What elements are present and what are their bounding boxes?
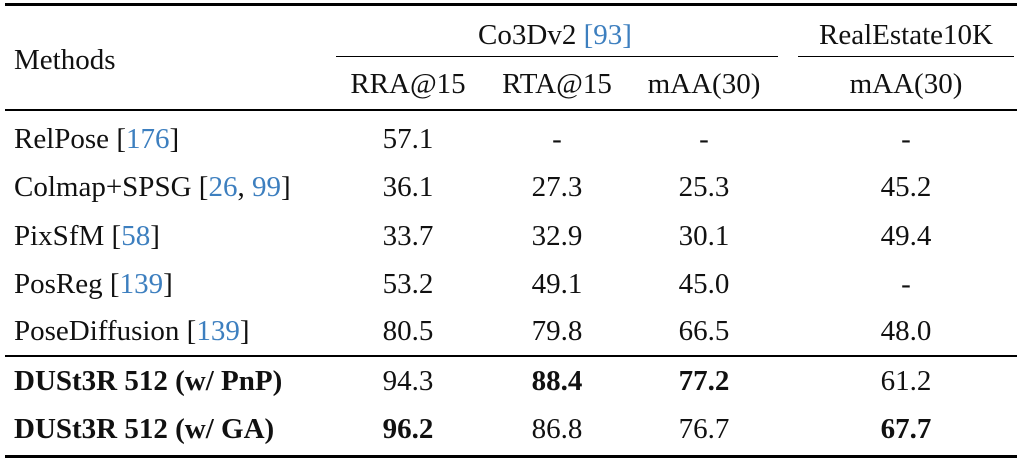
metric-cell: -	[552, 123, 562, 155]
metric-cell: 86.8	[531, 413, 583, 445]
header-rule	[5, 109, 1017, 111]
metric-cell: -	[901, 123, 911, 155]
co3dv2-header: Co3Dv2 [93]	[478, 18, 632, 52]
method-label: PoseDiffusion	[14, 315, 180, 347]
maa30-realestate-header: mAA(30)	[849, 68, 963, 100]
metric-cell: 30.1	[678, 220, 730, 252]
citation: [26, 99]	[198, 171, 291, 203]
metric-cell: 57.1	[382, 123, 434, 155]
metric-cell: 49.4	[880, 220, 932, 252]
citation-link[interactable]: 176	[125, 123, 170, 155]
method-label: DUSt3R 512 (w/ PnP)	[14, 365, 283, 397]
bottom-rule	[5, 455, 1017, 458]
method-name: PixSfM [58]	[14, 219, 160, 253]
realestate10k-header: RealEstate10K	[819, 19, 993, 51]
metric-cell: 45.0	[678, 268, 730, 300]
method-name: Colmap+SPSG [26, 99]	[14, 170, 291, 204]
method-name: RelPose [176]	[14, 122, 179, 156]
metric-cell: 76.7	[678, 413, 730, 445]
citation: [139]	[109, 268, 173, 300]
rta15-header: RTA@15	[502, 68, 612, 100]
metric-cell: 53.2	[382, 268, 434, 300]
metric-cell: -	[699, 123, 709, 155]
citation-link[interactable]: 139	[119, 268, 164, 300]
top-rule	[5, 3, 1017, 6]
maa30-co3d-header: mAA(30)	[647, 68, 761, 100]
citation-link[interactable]: 99	[251, 171, 281, 203]
metric-cell: 27.3	[531, 171, 583, 203]
method-label: RelPose	[14, 123, 110, 155]
citation-link[interactable]: 26	[208, 171, 238, 203]
rra15-header: RRA@15	[350, 68, 466, 100]
metric-cell: 67.7	[880, 413, 932, 445]
methods-header: Methods	[14, 44, 116, 76]
metric-cell: 66.5	[678, 315, 730, 347]
co3d-cmidrule	[336, 56, 778, 57]
metric-cell: 61.2	[880, 365, 932, 397]
co3dv2-name: Co3Dv2	[478, 19, 577, 51]
metric-cell: 77.2	[678, 365, 730, 397]
method-label: DUSt3R 512 (w/ GA)	[14, 413, 275, 445]
method-name: DUSt3R 512 (w/ GA)	[14, 412, 274, 446]
metric-cell: 48.0	[880, 315, 932, 347]
method-label: PixSfM	[14, 220, 105, 252]
metric-cell: 33.7	[382, 220, 434, 252]
method-label: PosReg	[14, 268, 103, 300]
metric-cell: 49.1	[531, 268, 583, 300]
metric-cell: 79.8	[531, 315, 583, 347]
metric-cell: 25.3	[678, 171, 730, 203]
metric-cell: 32.9	[531, 220, 583, 252]
metric-cell: 36.1	[382, 171, 434, 203]
metric-cell: 45.2	[880, 171, 932, 203]
method-label: Colmap+SPSG	[14, 171, 192, 203]
metric-cell: 96.2	[382, 413, 434, 445]
metric-cell: -	[901, 268, 911, 300]
realestate-cmidrule	[798, 56, 1014, 57]
citation-link[interactable]: 58	[121, 220, 151, 252]
metric-cell: 80.5	[382, 315, 434, 347]
method-name: DUSt3R 512 (w/ PnP)	[14, 364, 282, 398]
citation: [139]	[186, 315, 250, 347]
citation: [176]	[116, 123, 180, 155]
citation-link[interactable]: 139	[196, 315, 240, 347]
citation: [58]	[111, 220, 160, 252]
metric-cell: 88.4	[531, 365, 583, 397]
dust3r-separator-rule	[5, 355, 1017, 357]
method-name: PosReg [139]	[14, 267, 173, 301]
metric-cell: 94.3	[382, 365, 434, 397]
co3dv2-citation[interactable]: [93]	[583, 19, 632, 51]
method-name: PoseDiffusion [139]	[14, 314, 250, 348]
